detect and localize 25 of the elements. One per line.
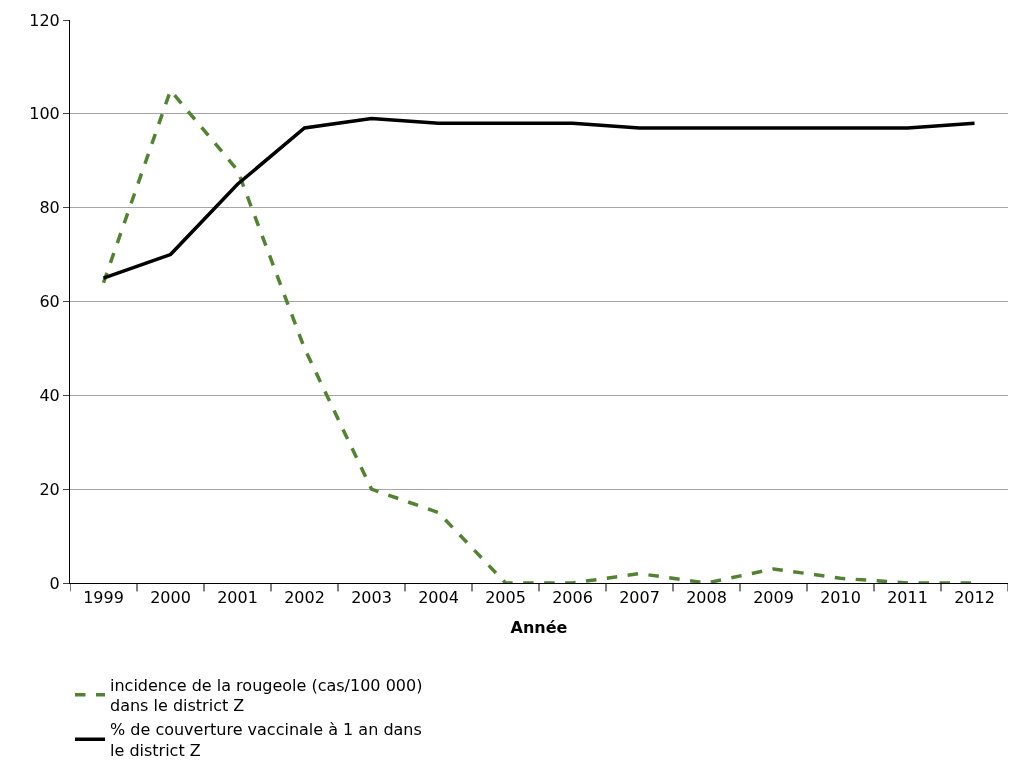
- x-axis-title: Année: [510, 617, 568, 637]
- line-series: [101, 116, 977, 280]
- y-tick-label: 0: [49, 573, 60, 593]
- x-tick-label: 2011: [887, 588, 928, 608]
- y-tick-label: 20: [39, 479, 60, 499]
- x-tick-label: 2005: [485, 588, 526, 608]
- x-tick-label: 1999: [83, 588, 124, 608]
- x-tick-label: 2003: [351, 588, 392, 608]
- x-tick-label: 2001: [217, 588, 258, 608]
- y-tick-label: 80: [39, 198, 60, 218]
- y-tick-label: 40: [39, 385, 60, 405]
- x-tick-label: 2008: [686, 588, 727, 608]
- x-tick-label: 2009: [753, 588, 794, 608]
- x-tick-label: 2004: [418, 588, 459, 608]
- y-tick-label: 100: [29, 104, 60, 124]
- x-tick-label: 2000: [150, 588, 191, 608]
- y-tick-label: 120: [29, 10, 60, 30]
- x-tick-label: 2006: [552, 588, 593, 608]
- y-tick-label: 60: [39, 292, 60, 312]
- x-tick-label: 2007: [619, 588, 660, 608]
- legend-label: incidence de la rougeole (cas/100 000) dans le district Z: [110, 675, 423, 716]
- x-tick-label: 2012: [954, 588, 995, 608]
- legend-label: % de couverture vaccinale à 1 an dans le district Z: [110, 720, 422, 760]
- x-tick-label: 2010: [820, 588, 861, 608]
- x-tick-label: 2002: [284, 588, 325, 608]
